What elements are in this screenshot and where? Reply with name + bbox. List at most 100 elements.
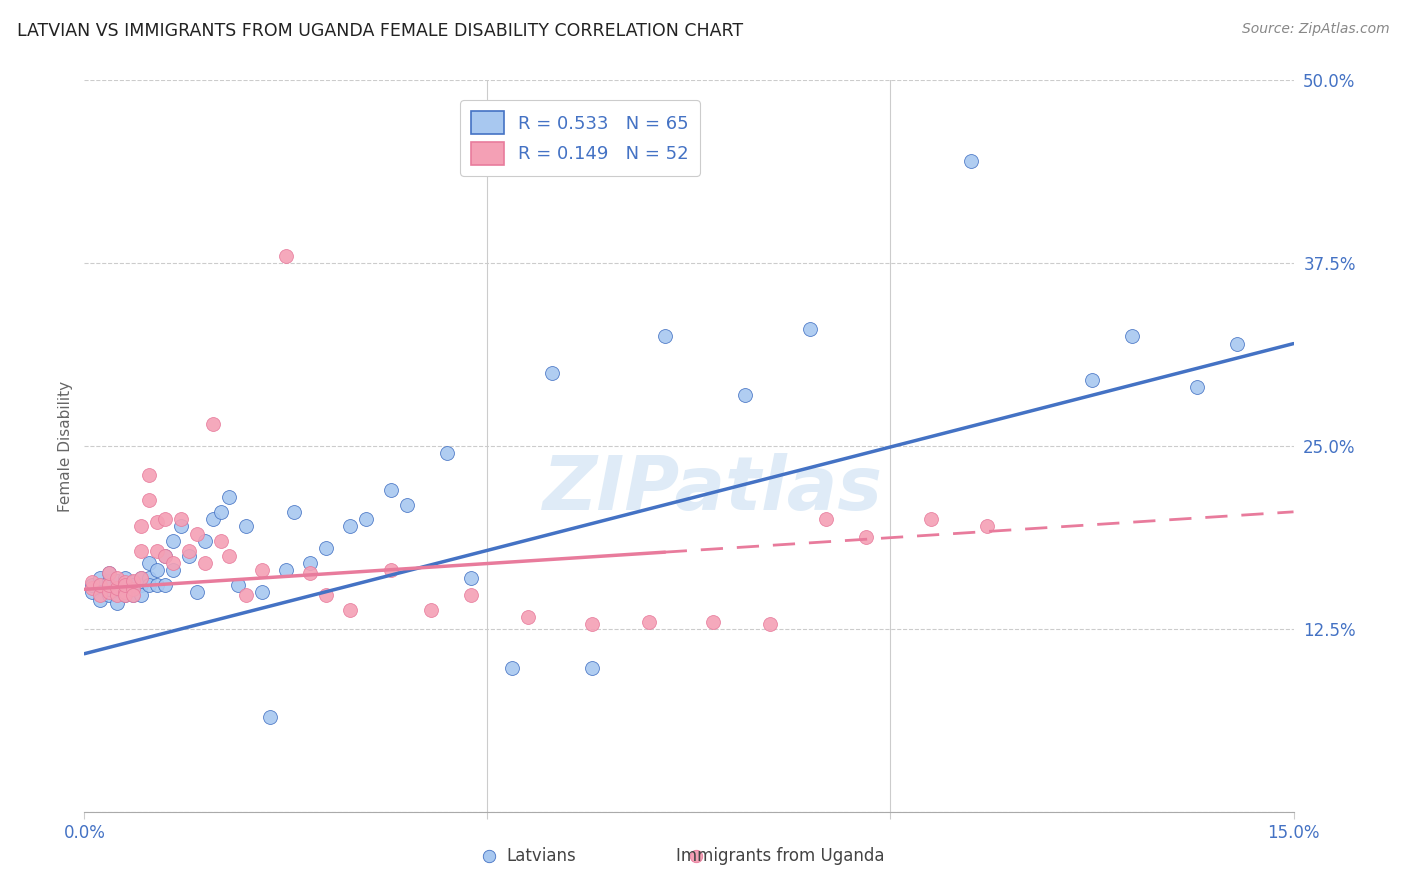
Point	[146, 544, 169, 558]
Point	[380, 483, 402, 497]
Point	[105, 588, 128, 602]
Point	[460, 571, 482, 585]
Point	[89, 592, 111, 607]
Point	[114, 571, 136, 585]
Point	[339, 519, 361, 533]
Text: Immigrants from Uganda: Immigrants from Uganda	[676, 847, 884, 865]
Point	[186, 585, 208, 599]
Point	[356, 512, 378, 526]
Point	[250, 563, 273, 577]
Point	[436, 446, 458, 460]
Point	[170, 512, 193, 526]
Point	[97, 574, 120, 588]
Point	[734, 388, 756, 402]
Point	[226, 578, 249, 592]
Text: Latvians: Latvians	[506, 847, 576, 865]
Point	[114, 578, 136, 592]
Point	[89, 578, 111, 592]
Legend: R = 0.533   N = 65, R = 0.149   N = 52: R = 0.533 N = 65, R = 0.149 N = 52	[461, 100, 700, 176]
Point	[153, 578, 176, 592]
Point	[209, 505, 232, 519]
Y-axis label: Female Disability: Female Disability	[58, 380, 73, 512]
Point	[170, 519, 193, 533]
Point	[129, 519, 152, 533]
Point	[82, 581, 104, 595]
Point	[960, 153, 983, 168]
Point	[179, 544, 201, 558]
Point	[146, 578, 169, 592]
Point	[146, 563, 169, 577]
Point	[114, 585, 136, 599]
Point	[581, 661, 603, 675]
Point	[129, 571, 152, 585]
Point	[105, 571, 128, 585]
Point	[153, 549, 176, 563]
Point	[114, 575, 136, 590]
Point	[121, 588, 143, 602]
Point	[105, 581, 128, 595]
Point	[516, 610, 538, 624]
Point	[121, 575, 143, 590]
Point	[501, 661, 523, 675]
Point	[339, 603, 361, 617]
Point	[121, 588, 143, 602]
Point	[114, 588, 136, 602]
Point	[162, 556, 184, 570]
Point	[380, 563, 402, 577]
Point	[121, 582, 143, 597]
Point	[1226, 336, 1249, 351]
Point	[138, 493, 160, 508]
Point	[685, 849, 707, 863]
Point	[138, 571, 160, 585]
Text: ZIPatlas: ZIPatlas	[543, 453, 883, 526]
Point	[395, 498, 418, 512]
Point	[420, 603, 443, 617]
Point	[97, 566, 120, 581]
Point	[129, 544, 152, 558]
Point	[235, 519, 257, 533]
Point	[89, 588, 111, 602]
Point	[274, 249, 297, 263]
Point	[121, 582, 143, 597]
Point	[105, 581, 128, 595]
Point	[105, 595, 128, 609]
Point	[82, 585, 104, 599]
Point	[97, 582, 120, 597]
Point	[194, 556, 217, 570]
Point	[460, 588, 482, 602]
Point	[146, 515, 169, 529]
Point	[274, 563, 297, 577]
Point	[541, 366, 564, 380]
Point	[315, 588, 337, 602]
Point	[283, 505, 305, 519]
Point	[315, 541, 337, 556]
Point	[209, 534, 232, 549]
Point	[129, 571, 152, 585]
Point	[1081, 373, 1104, 387]
Point	[654, 329, 676, 343]
Point	[1121, 329, 1143, 343]
Point	[138, 578, 160, 592]
Point	[179, 549, 201, 563]
Point	[82, 575, 104, 590]
Point	[202, 417, 225, 431]
Point	[121, 574, 143, 588]
Point	[138, 556, 160, 570]
Point	[97, 578, 120, 592]
Point	[89, 571, 111, 585]
Point	[299, 566, 322, 581]
Point	[129, 578, 152, 592]
Point	[814, 512, 837, 526]
Point	[259, 709, 281, 723]
Point	[114, 578, 136, 592]
Point	[976, 519, 998, 533]
Point	[114, 588, 136, 602]
Point	[799, 322, 821, 336]
Point	[162, 534, 184, 549]
Point	[82, 578, 104, 592]
Point	[758, 617, 780, 632]
Text: Source: ZipAtlas.com: Source: ZipAtlas.com	[1241, 22, 1389, 37]
Point	[186, 526, 208, 541]
Point	[105, 574, 128, 588]
Point	[97, 588, 120, 602]
